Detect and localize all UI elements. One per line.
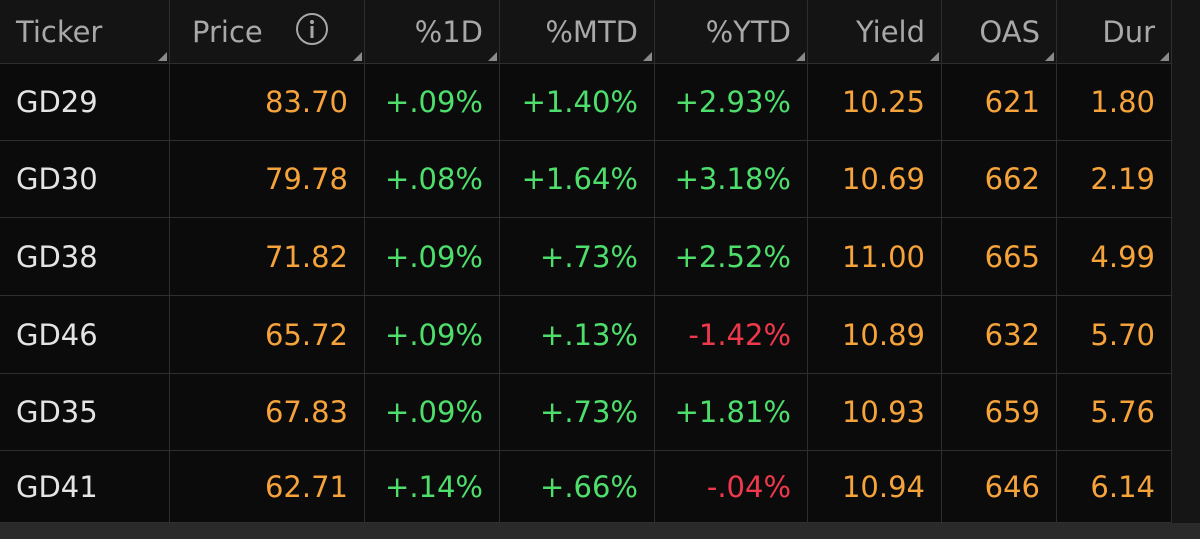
value-cell: 5.76 xyxy=(1057,374,1172,451)
value-cell: 646 xyxy=(942,451,1057,523)
value-cell: 10.25 xyxy=(808,64,942,141)
value-cell: +3.18% xyxy=(655,141,808,218)
header-corner xyxy=(488,52,497,61)
scrollbar xyxy=(1172,0,1200,523)
value-cell: +.09% xyxy=(365,374,500,451)
value-cell: +.13% xyxy=(500,296,655,374)
column-header[interactable]: Dur xyxy=(1057,0,1172,64)
value-cell: +2.52% xyxy=(655,218,808,296)
column-header[interactable]: %1D xyxy=(365,0,500,64)
value-cell: +.73% xyxy=(500,374,655,451)
header-corner xyxy=(643,52,652,61)
header-corner xyxy=(930,52,939,61)
value-cell: +.14% xyxy=(365,451,500,523)
value-cell: 1.80 xyxy=(1057,64,1172,141)
value-cell: +.66% xyxy=(500,451,655,523)
ticker-cell: GD30 xyxy=(0,141,170,218)
ticker-cell: GD35 xyxy=(0,374,170,451)
info-icon[interactable] xyxy=(295,12,329,46)
value-cell: +.09% xyxy=(365,296,500,374)
value-cell: +.73% xyxy=(500,218,655,296)
value-cell: 67.83 xyxy=(170,374,365,451)
value-cell: 10.94 xyxy=(808,451,942,523)
value-cell: 62.71 xyxy=(170,451,365,523)
value-cell: +.08% xyxy=(365,141,500,218)
value-cell: 6.14 xyxy=(1057,451,1172,523)
ticker-cell: GD46 xyxy=(0,296,170,374)
value-cell: 10.89 xyxy=(808,296,942,374)
value-cell: +.09% xyxy=(365,64,500,141)
header-corner xyxy=(796,52,805,61)
value-cell: 79.78 xyxy=(170,141,365,218)
value-cell: 2.19 xyxy=(1057,141,1172,218)
header-corner xyxy=(353,52,362,61)
value-cell: 11.00 xyxy=(808,218,942,296)
value-cell: 632 xyxy=(942,296,1057,374)
header-corner xyxy=(1160,52,1169,61)
value-cell: -1.42% xyxy=(655,296,808,374)
column-header[interactable]: Ticker xyxy=(0,0,170,64)
value-cell: 10.93 xyxy=(808,374,942,451)
column-header[interactable]: %YTD xyxy=(655,0,808,64)
header-corner xyxy=(1045,52,1054,61)
value-cell: 83.70 xyxy=(170,64,365,141)
value-cell: +1.64% xyxy=(500,141,655,218)
value-cell: +.09% xyxy=(365,218,500,296)
value-cell: 662 xyxy=(942,141,1057,218)
ticker-cell: GD41 xyxy=(0,451,170,523)
value-cell: 665 xyxy=(942,218,1057,296)
value-cell: +1.40% xyxy=(500,64,655,141)
value-cell: -.04% xyxy=(655,451,808,523)
value-cell: +1.81% xyxy=(655,374,808,451)
value-cell: 621 xyxy=(942,64,1057,141)
status-strip xyxy=(0,523,1200,539)
value-cell: 10.69 xyxy=(808,141,942,218)
value-cell: 71.82 xyxy=(170,218,365,296)
column-header[interactable]: Price xyxy=(170,0,365,64)
value-cell: 65.72 xyxy=(170,296,365,374)
value-cell: +2.93% xyxy=(655,64,808,141)
header-corner xyxy=(158,52,167,61)
value-cell: 4.99 xyxy=(1057,218,1172,296)
value-cell: 5.70 xyxy=(1057,296,1172,374)
column-header[interactable]: %MTD xyxy=(500,0,655,64)
column-header[interactable]: Yield xyxy=(808,0,942,64)
value-cell: 659 xyxy=(942,374,1057,451)
column-header[interactable]: OAS xyxy=(942,0,1057,64)
ticker-cell: GD38 xyxy=(0,218,170,296)
ticker-cell: GD29 xyxy=(0,64,170,141)
